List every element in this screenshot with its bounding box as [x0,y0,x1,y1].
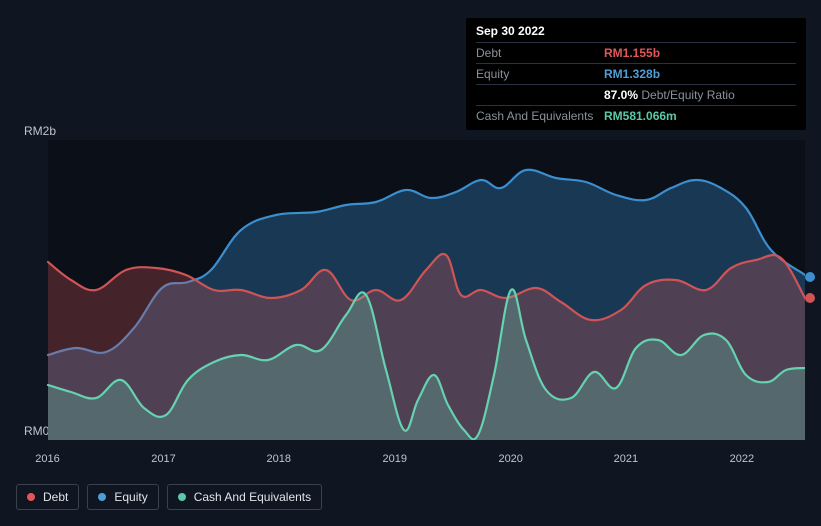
y-axis-label-top: RM2b [24,124,56,138]
tooltip-row-ratio: 87.0% Debt/Equity Ratio [476,84,796,105]
legend-dot-icon [98,493,106,501]
x-tick-label: 2017 [151,453,175,465]
tooltip-value: RM1.328b [604,67,660,81]
legend-label: Equity [114,490,147,504]
legend-item-debt[interactable]: Debt [16,484,79,510]
tooltip-label: Equity [476,67,604,81]
legend-dot-icon [27,493,35,501]
chart-tooltip: Sep 30 2022 Debt RM1.155b Equity RM1.328… [466,18,806,130]
tooltip-row-debt: Debt RM1.155b [476,42,796,63]
ratio-percent: 87.0% [604,88,638,102]
tooltip-value: RM1.155b [604,46,660,60]
x-axis: 2016 2017 2018 2019 2020 2021 2022 [16,453,805,473]
series-end-marker [805,293,815,303]
x-tick-label: 2016 [35,453,59,465]
legend-label: Cash And Equivalents [194,490,311,504]
tooltip-row-equity: Equity RM1.328b [476,63,796,84]
legend-item-cash[interactable]: Cash And Equivalents [167,484,322,510]
x-tick-label: 2021 [614,453,638,465]
series-end-marker [805,272,815,282]
tooltip-value: RM581.066m [604,109,677,123]
legend-dot-icon [178,493,186,501]
ratio-label: Debt/Equity Ratio [641,88,734,102]
tooltip-label: Cash And Equivalents [476,109,604,123]
x-tick-label: 2019 [382,453,406,465]
tooltip-value: 87.0% Debt/Equity Ratio [604,88,735,102]
x-tick-label: 2022 [730,453,754,465]
chart-plot-area[interactable] [16,140,805,440]
tooltip-date: Sep 30 2022 [476,24,796,42]
tooltip-row-cash: Cash And Equivalents RM581.066m [476,105,796,126]
legend-item-equity[interactable]: Equity [87,484,158,510]
x-tick-label: 2020 [498,453,522,465]
chart-svg [16,140,805,440]
tooltip-label: Debt [476,46,604,60]
chart-legend: Debt Equity Cash And Equivalents [16,484,322,510]
x-tick-label: 2018 [266,453,290,465]
legend-label: Debt [43,490,68,504]
tooltip-label [476,88,604,102]
